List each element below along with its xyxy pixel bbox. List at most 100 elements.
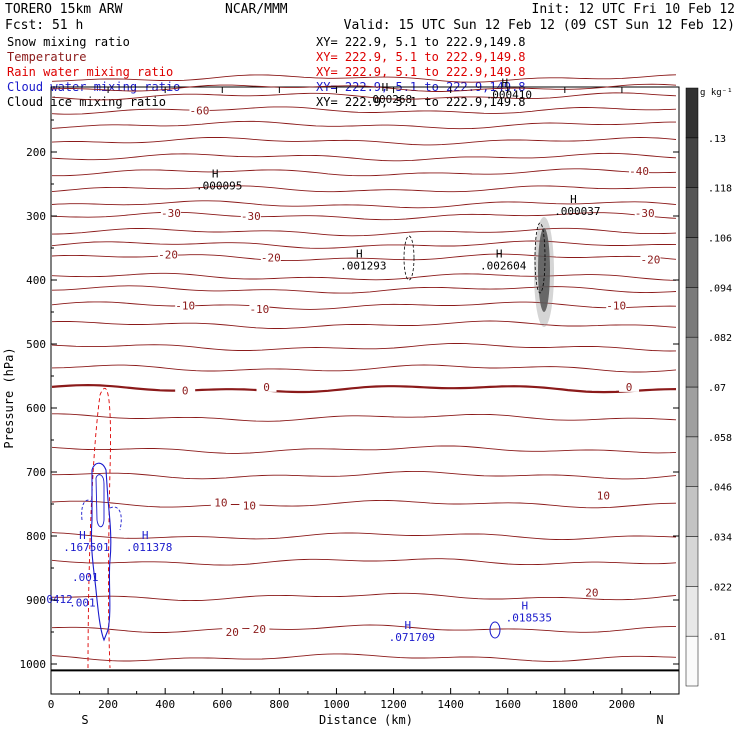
temperature-contour-line [51,624,676,633]
colorbar-tick-label: .13 [708,134,726,145]
colorbar-swatch [685,536,699,587]
x-axis-label: Distance (km) [319,713,413,727]
temperature-label: -20 [641,254,661,267]
rain-water-contour [87,388,111,669]
colorbar-swatch [685,287,699,338]
maximum-value: .000410 [486,89,532,102]
temperature-contour-line [51,592,677,602]
temperature-label: -10 [606,300,626,313]
init-time: Init: 12 UTC Fri 10 Feb 12 [532,2,736,17]
temperature-label-bg [581,586,602,598]
legend-rain-label: Rain water mixing ratio [7,65,173,79]
maximum-value: .002604 [480,260,527,273]
snow-shading-halo [534,217,554,327]
temperature-label: 20 [253,623,266,636]
legend-rain-xy: XY= 222.9, 5.1 to 222.9,149.8 [316,65,526,79]
colorbar-swatch [685,237,699,288]
y-tick-label: 200 [26,146,46,159]
temperature-label: 10 [214,497,227,510]
colorbar-swatch [685,386,699,438]
valid-time: Valid: 15 UTC Sun 12 Feb 12 (09 CST Sun … [344,18,735,33]
temperature-contour-line [51,92,677,101]
y-tick-label: 800 [26,530,46,543]
colorbar-swatch [685,486,699,537]
temperature-label-bg [593,489,614,501]
temperature-label: -10 [249,303,269,316]
x-tick-label: 1800 [552,698,579,711]
temperature-label: 10 [597,490,610,503]
temperature-contour-line [51,653,677,662]
legend-temperature-xy: XY= 222.9, 5.1 to 222.9,149.8 [316,50,526,64]
temperature-label: -10 [175,300,195,313]
maximum-h-marker: H [356,248,363,261]
temperature-contour-line [51,240,677,249]
x-tick-label: 1000 [323,698,350,711]
temperature-contours [51,74,677,662]
colorbar-tick-label: .034 [708,533,732,544]
temperature-label-bg [640,253,661,265]
maximum-value: .001293 [340,260,386,273]
temperature-contour-line [51,499,677,509]
colorbar-tick-label: .046 [708,483,732,494]
temperature-contour-line [51,106,677,115]
colorbar-swatch [685,336,699,388]
maximum-h-marker: H [496,248,503,261]
legend-temperature-label: Temperature [7,50,86,64]
cloud-water-label: 0412 [46,593,73,606]
colorbar-swatch [685,87,699,139]
temperature-contour-line [51,383,677,394]
colorbar-swatch [685,436,699,487]
maximum-h-marker: H [405,619,412,632]
x-tick-label: 600 [212,698,232,711]
temperature-label: -30 [161,207,181,220]
x-tick-label: 1600 [494,698,521,711]
cloud-water-contour-dashed [81,499,122,531]
temperature-label: -30 [241,210,261,223]
cloud-ice-contour-east [534,222,546,294]
temperature-contour-line [51,343,677,352]
temperature-label-bg [249,302,270,314]
cloud-water-contour-main [90,462,112,642]
maximum-value: .071709 [389,631,435,644]
legend-snow-label: Snow mixing ratio [7,35,130,49]
temperature-label: 0 [182,385,189,398]
colorbar-swatch [685,187,699,238]
maximum-h-marker: H [142,529,149,542]
temperature-label-bg [158,248,179,260]
temperature-label: 0 [626,381,633,394]
snow-shading-core [538,228,550,312]
temperature-label: -60 [189,104,209,117]
temperature-label-bg [175,384,196,396]
temperature-contour-line [51,445,677,454]
maximum-value: .000037 [554,205,600,218]
temperature-contour-line [52,470,677,480]
temperature-label: -30 [635,207,655,220]
x-tick-label: 2000 [609,698,636,711]
temperature-label: -20 [261,252,281,265]
temperature-label-bg [175,299,196,311]
colorbar-swatch [685,137,699,188]
maximum-h-marker: H [79,529,86,542]
temperature-contour-line [51,320,677,329]
forecast-hour: Fcst: 51 h [5,18,83,33]
maximum-value: .000095 [196,180,242,193]
center-label: NCAR/MMM [225,2,288,17]
colorbar-tick-label: .01 [708,632,726,643]
temperature-contour-line [51,74,677,83]
temperature-label: 20 [226,626,239,639]
maximum-value: .018535 [506,612,552,625]
x-tick-label: 200 [98,698,118,711]
temperature-contour-line [51,211,677,221]
temperature-label-bg [222,626,243,637]
y-tick-label: 400 [26,274,46,287]
temperature-label: -20 [158,248,178,261]
colorbar-unit: g kg⁻¹ [700,88,733,98]
temperature-label-bg [189,104,210,116]
maximum-value: .011378 [126,541,172,554]
x-tick-label: 1400 [437,698,464,711]
cloud-ice-contour-central [403,235,415,281]
y-tick-label: 900 [26,594,46,607]
y-tick-label: 300 [26,210,46,223]
temperature-label-bg [160,206,181,218]
